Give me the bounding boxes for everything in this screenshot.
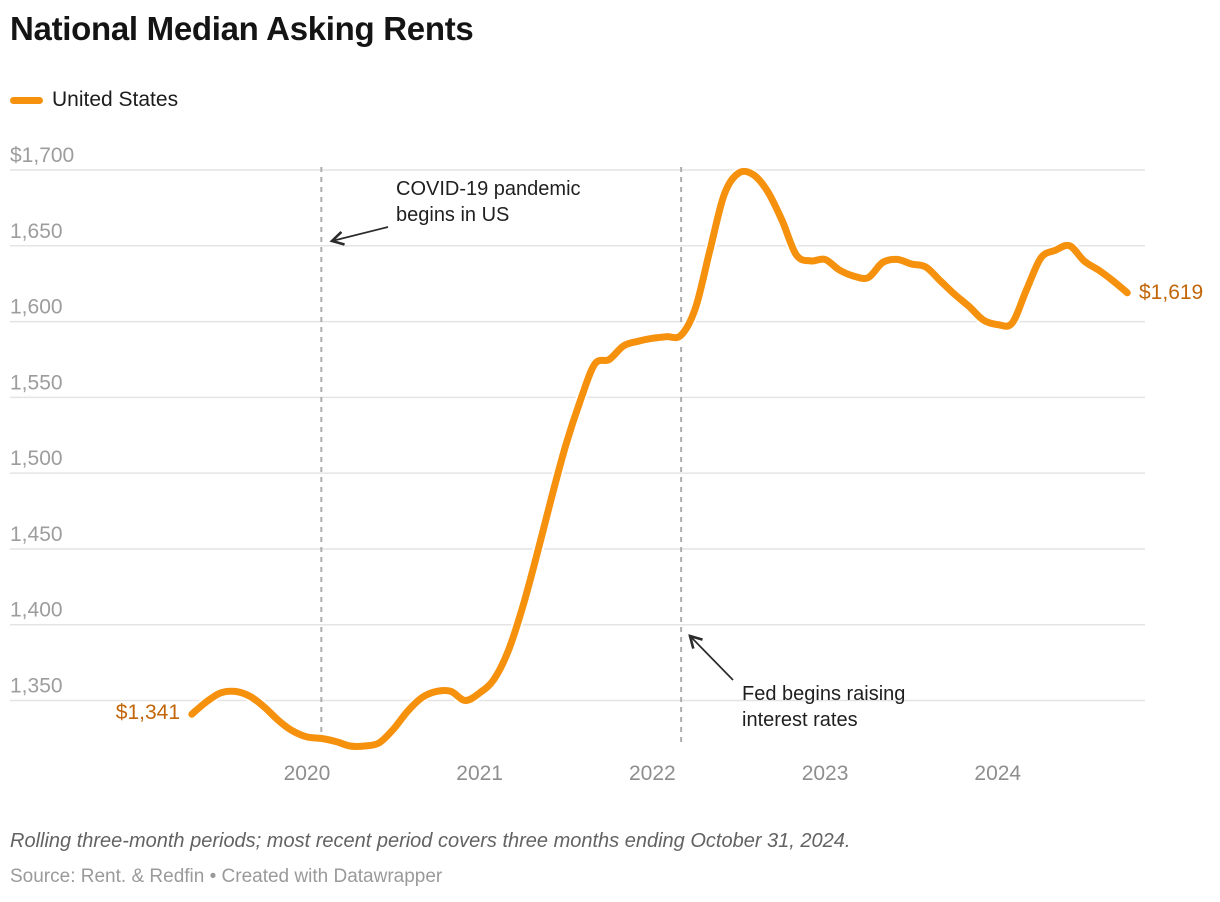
annotation-fed: Fed begins raising interest rates xyxy=(742,681,905,733)
y-axis-tick-label: $1,700 xyxy=(10,144,74,167)
legend-label: United States xyxy=(52,88,179,111)
legend: United States xyxy=(10,88,178,112)
x-axis-tick-label: 2022 xyxy=(629,762,676,785)
x-axis-tick-label: 2024 xyxy=(974,762,1021,785)
start-value-label: $1,341 xyxy=(116,701,180,724)
annotation-arrow-fed xyxy=(690,636,734,681)
end-value-label: $1,619 xyxy=(1139,281,1203,304)
x-axis-tick-label: 2021 xyxy=(456,762,503,785)
y-axis-tick-label: 1,450 xyxy=(10,523,63,546)
x-axis-tick-label: 2020 xyxy=(284,762,331,785)
footnote: Rolling three-month periods; most recent… xyxy=(10,830,851,852)
y-axis-tick-label: 1,400 xyxy=(10,599,63,622)
annotation-arrow-covid xyxy=(332,226,389,241)
series-line-united-states xyxy=(188,167,1131,750)
annotation-fed-line2: interest rates xyxy=(742,709,858,731)
y-axis-tick-label: 1,550 xyxy=(10,371,63,394)
page-title: National Median Asking Rents xyxy=(10,10,474,47)
y-axis-tick-label: 1,650 xyxy=(10,220,63,243)
y-axis-tick-label: 1,500 xyxy=(10,447,63,470)
annotation-covid-line2: begins in US xyxy=(396,204,510,226)
y-axis-tick-label: 1,350 xyxy=(10,675,63,698)
source-line: Source: Rent. & Redfin • Created with Da… xyxy=(10,866,443,887)
y-axis-tick-label: 1,600 xyxy=(10,296,63,319)
annotation-covid: COVID-19 pandemic begins in US xyxy=(396,176,581,228)
annotation-covid-line1: COVID-19 pandemic xyxy=(396,178,581,200)
series-line-halo xyxy=(186,165,1133,752)
legend-line-swatch xyxy=(10,96,43,104)
x-axis-tick-label: 2023 xyxy=(802,762,849,785)
annotation-fed-line1: Fed begins raising xyxy=(742,683,906,705)
